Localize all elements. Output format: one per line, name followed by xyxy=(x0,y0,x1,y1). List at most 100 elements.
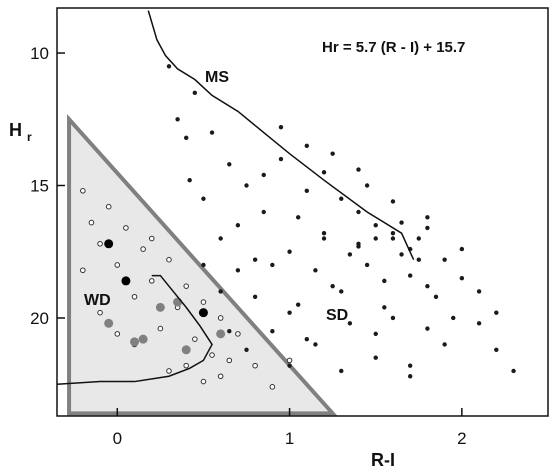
axes-layer xyxy=(56,7,549,417)
data-point-filled-large-black xyxy=(104,239,114,249)
data-point-filled-small xyxy=(184,135,189,141)
data-point-filled-small xyxy=(261,209,266,215)
data-point-filled-small xyxy=(356,167,361,172)
data-point-filled-small xyxy=(330,283,335,289)
white-dwarf-region-layer xyxy=(67,114,338,416)
data-point-filled-small xyxy=(433,294,439,299)
data-point-filled-small xyxy=(270,329,275,334)
y-tick-label: 15 xyxy=(30,177,49,196)
data-point-filled-large-gray xyxy=(155,302,165,312)
points-layer xyxy=(80,64,516,390)
data-point-filled-small xyxy=(339,289,344,294)
data-point-open-small xyxy=(157,325,164,332)
main-sequence-line xyxy=(147,10,415,260)
data-point-filled-small xyxy=(407,363,413,368)
data-point-filled-small xyxy=(390,315,396,321)
data-point-filled-small xyxy=(287,363,292,368)
data-point-filled-small xyxy=(278,125,284,130)
data-point-filled-large-gray xyxy=(104,318,114,328)
data-point-filled-small xyxy=(339,368,344,374)
data-point-filled-small xyxy=(321,170,327,175)
data-point-filled-small xyxy=(287,249,292,254)
data-point-filled-small xyxy=(304,336,310,342)
data-point-open-small xyxy=(269,384,276,390)
data-point-filled-small xyxy=(201,196,206,201)
data-point-filled-small xyxy=(218,289,223,294)
data-point-filled-small xyxy=(442,342,447,347)
data-point-filled-small xyxy=(313,268,318,273)
data-point-filled-small xyxy=(390,236,396,241)
data-point-filled-small xyxy=(175,117,180,122)
data-point-open-small xyxy=(140,246,146,252)
data-point-filled-small xyxy=(261,172,266,178)
data-point-filled-large-gray xyxy=(216,329,226,339)
data-point-filled-small xyxy=(166,64,172,69)
data-point-open-small xyxy=(183,362,190,369)
data-point-filled-small xyxy=(416,257,421,262)
data-point-filled-small xyxy=(425,283,430,289)
data-point-filled-small xyxy=(356,244,361,249)
data-point-filled-small xyxy=(347,252,353,257)
data-point-filled-small xyxy=(313,342,318,347)
data-point-filled-small xyxy=(476,321,482,326)
data-point-filled-small xyxy=(244,183,249,188)
equation-annotation: Hr = 5.7 (R - I) + 15.7 xyxy=(322,39,465,56)
data-point-filled-small xyxy=(494,347,499,352)
data-point-filled-small xyxy=(399,220,404,225)
y-axis-title-main: H xyxy=(9,120,22,140)
data-point-filled-small xyxy=(339,196,344,201)
white-dwarf-sequence-line xyxy=(56,274,213,385)
data-point-open-small xyxy=(200,299,207,305)
y-tick-label: 20 xyxy=(30,309,49,328)
data-point-filled-small xyxy=(364,262,370,268)
data-point-open-small xyxy=(200,378,207,385)
data-point-filled-large-gray xyxy=(130,337,140,347)
y-axis-title-subscript: r xyxy=(27,130,32,144)
x-tick-label: 1 xyxy=(285,429,294,448)
data-point-open-small xyxy=(209,352,215,358)
data-point-filled-small xyxy=(425,215,430,220)
data-point-open-small xyxy=(148,278,155,284)
data-point-filled-small xyxy=(382,278,387,284)
data-point-filled-small xyxy=(373,355,378,360)
data-point-open-small xyxy=(226,357,233,364)
data-point-filled-small xyxy=(347,321,353,326)
data-point-filled-small xyxy=(304,143,310,148)
data-point-filled-small xyxy=(494,310,499,315)
data-point-open-small xyxy=(105,203,112,210)
data-point-filled-large-black xyxy=(198,308,208,318)
data-point-filled-large-gray xyxy=(181,345,191,355)
data-point-filled-small xyxy=(451,315,456,321)
data-point-filled-small xyxy=(235,268,241,273)
data-point-open-small xyxy=(114,331,121,337)
data-point-filled-small xyxy=(304,188,310,194)
x-tick-label: 0 xyxy=(113,429,122,448)
data-point-filled-large-black xyxy=(121,276,131,286)
data-point-filled-large-gray xyxy=(138,334,148,344)
data-point-open-small xyxy=(252,362,258,369)
data-point-filled-small xyxy=(442,257,447,262)
wd-label: WD xyxy=(84,292,111,309)
data-point-open-small xyxy=(235,331,241,337)
data-point-filled-small xyxy=(252,294,258,299)
data-point-filled-small xyxy=(459,276,465,281)
data-point-filled-small xyxy=(390,230,396,236)
data-point-filled-small xyxy=(425,326,430,331)
x-tick-label: 2 xyxy=(457,429,466,448)
white-dwarf-region xyxy=(67,114,338,416)
data-point-filled-small xyxy=(278,156,284,162)
curves-layer xyxy=(56,10,415,385)
data-point-filled-small xyxy=(373,223,378,228)
data-point-filled-small xyxy=(356,209,361,215)
data-point-open-small xyxy=(88,219,95,226)
data-point-open-small xyxy=(183,283,190,289)
sd-label: SD xyxy=(326,307,348,324)
data-point-filled-small xyxy=(201,262,206,268)
data-point-filled-small xyxy=(270,262,275,268)
data-point-open-small xyxy=(166,256,172,263)
data-point-open-small xyxy=(192,336,198,342)
data-point-open-small xyxy=(80,267,86,274)
data-point-open-small xyxy=(97,309,103,316)
data-point-filled-small xyxy=(416,236,421,241)
